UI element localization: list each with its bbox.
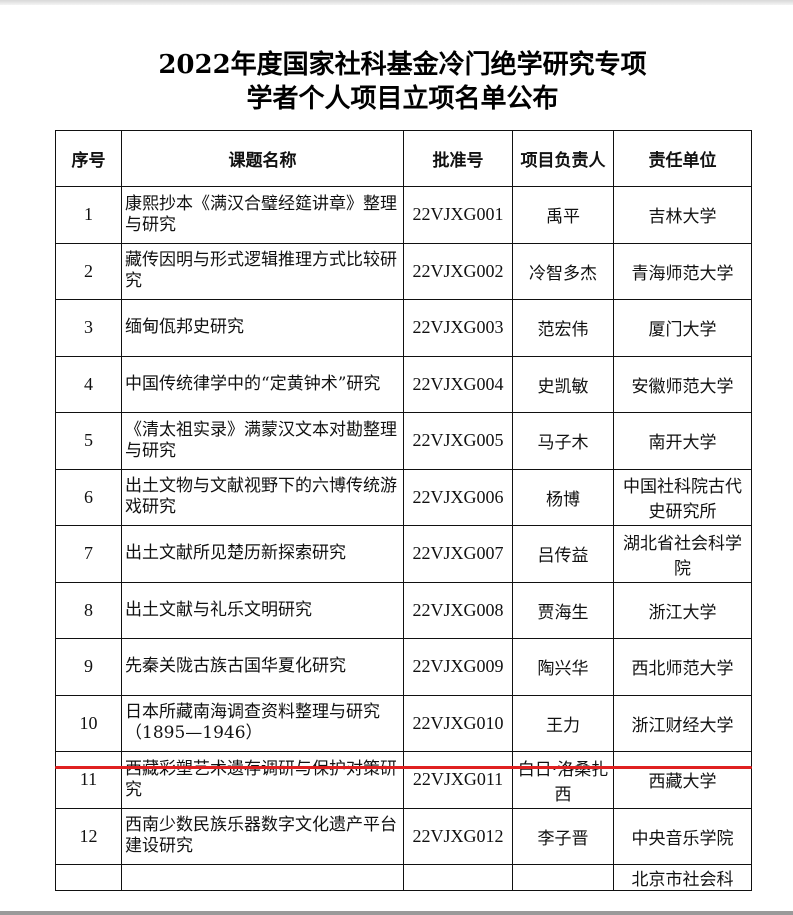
cell-title: 西南少数民族乐器数字文化遗产平台建设研究 <box>121 807 404 865</box>
header-title: 课题名称 <box>121 130 404 187</box>
cell-unit: 浙江财经大学 <box>613 694 752 752</box>
cell-code: 22VJXG003 <box>403 299 513 357</box>
cell-no: 10 <box>55 694 122 752</box>
cell-title: 藏传因明与形式逻辑推理方式比较研究 <box>121 242 404 300</box>
cell-unit: 湖北省社会科学院 <box>613 525 752 583</box>
cell-no: 1 <box>55 186 122 244</box>
table-row: 12 西南少数民族乐器数字文化遗产平台建设研究 22VJXG012 李子晋 中央音乐学院 <box>55 807 752 865</box>
table-row-partial: 北京市社会科 <box>55 864 752 891</box>
document-title-line2: 学者个人项目立项名单公布 <box>246 84 559 114</box>
cell-unit: 北京市社会科 <box>613 864 752 891</box>
project-list-table: 序号 课题名称 批准号 项目负责人 责任单位 1 康熙抄本《满汉合璧经筵讲章》整理… <box>55 130 752 891</box>
cell-unit: 西藏大学 <box>613 751 752 809</box>
cell-leader: 杨博 <box>512 468 614 526</box>
cell-title: 出土文献所见楚历新探索研究 <box>121 525 404 583</box>
cell-leader: 陶兴华 <box>512 638 614 696</box>
document-title-line1: 2022年度国家社科基金冷门绝学研究专项 <box>158 50 647 80</box>
cell-leader: 吕传益 <box>512 525 614 583</box>
cell-code: 22VJXG008 <box>403 581 513 639</box>
cell-leader: 白日·洛桑扎西 <box>512 751 614 809</box>
cell-unit: 安徽师范大学 <box>613 355 752 413</box>
cell-code: 22VJXG002 <box>403 242 513 300</box>
header-leader: 项目负责人 <box>512 130 614 187</box>
cell-no: 11 <box>55 751 122 809</box>
cell-no: 9 <box>55 638 122 696</box>
table-row: 2 藏传因明与形式逻辑推理方式比较研究 22VJXG002 冷智多杰 青海师范大学 <box>55 242 752 300</box>
cell-leader: 马子木 <box>512 412 614 470</box>
table-header-row: 序号 课题名称 批准号 项目负责人 责任单位 <box>55 130 752 187</box>
cell-leader: 李子晋 <box>512 807 614 865</box>
table-row: 6 出土文物与文献视野下的六博传统游戏研究 22VJXG006 杨博 中国社科院古代史研… <box>55 468 752 526</box>
cell-no: 6 <box>55 468 122 526</box>
cell-title: 中国传统律学中的“定黄钟术”研究 <box>121 355 404 413</box>
cell-code: 22VJXG004 <box>403 355 513 413</box>
cell-code: 22VJXG001 <box>403 186 513 244</box>
viewer-bottom-edge <box>0 911 793 915</box>
cell-unit: 浙江大学 <box>613 581 752 639</box>
highlight-underline <box>55 766 752 769</box>
table-row: 4 中国传统律学中的“定黄钟术”研究 22VJXG004 史凯敏 安徽师范大学 <box>55 355 752 413</box>
header-unit: 责任单位 <box>613 130 752 187</box>
cell-leader: 范宏伟 <box>512 299 614 357</box>
cell-no: 7 <box>55 525 122 583</box>
table-row: 1 康熙抄本《满汉合璧经筵讲章》整理与研究 22VJXG001 禹平 吉林大学 <box>55 186 752 244</box>
table-row: 9 先秦关陇古族古国华夏化研究 22VJXG009 陶兴华 西北师范大学 <box>55 638 752 696</box>
cell-no: 2 <box>55 242 122 300</box>
cell-no: 4 <box>55 355 122 413</box>
cell-title: 《清太祖实录》满蒙汉文本对勘整理与研究 <box>121 412 404 470</box>
cell-code: 22VJXG011 <box>403 751 513 809</box>
table-row: 10 日本所藏南海调查资料整理与研究（1895—1946） 22VJXG010 王力浙… <box>55 694 752 752</box>
cell-code: 22VJXG010 <box>403 694 513 752</box>
table-row: 8 出土文献与礼乐文明研究 22VJXG008 贾海生 浙江大学 <box>55 581 752 639</box>
cell-title: 西藏彩塑艺术遗存调研与保护对策研究 <box>121 751 404 809</box>
cell-title: 出土文献与礼乐文明研究 <box>121 581 404 639</box>
cell-no: 5 <box>55 412 122 470</box>
cell-title: 缅甸佤邦史研究 <box>121 299 404 357</box>
cell-code: 22VJXG009 <box>403 638 513 696</box>
cell-leader: 王力 <box>512 694 614 752</box>
cell-code: 22VJXG012 <box>403 807 513 865</box>
header-no: 序号 <box>55 130 122 187</box>
cell-title: 出土文物与文献视野下的六博传统游戏研究 <box>121 468 404 526</box>
cell-unit: 南开大学 <box>613 412 752 470</box>
cell-title: 先秦关陇古族古国华夏化研究 <box>121 638 404 696</box>
table-row: 7 出土文献所见楚历新探索研究 22VJXG007 吕传益 湖北省社会科学院 <box>55 525 752 583</box>
cell-unit: 青海师范大学 <box>613 242 752 300</box>
cell-unit: 厦门大学 <box>613 299 752 357</box>
cell-title: 康熙抄本《满汉合璧经筵讲章》整理与研究 <box>121 186 404 244</box>
table-row: 5 《清太祖实录》满蒙汉文本对勘整理与研究 22VJXG005 马子木 南开大学 <box>55 412 752 470</box>
cell-code: 22VJXG005 <box>403 412 513 470</box>
cell-unit: 西北师范大学 <box>613 638 752 696</box>
cell-unit: 中央音乐学院 <box>613 807 752 865</box>
cell-no: 8 <box>55 581 122 639</box>
cell-code: 22VJXG007 <box>403 525 513 583</box>
cell-leader: 贾海生 <box>512 581 614 639</box>
cell-unit: 吉林大学 <box>613 186 752 244</box>
cell-title: 日本所藏南海调查资料整理与研究（1895—1946） <box>121 694 404 752</box>
viewer-top-edge <box>0 0 793 5</box>
cell-leader: 禹平 <box>512 186 614 244</box>
cell-leader: 冷智多杰 <box>512 242 614 300</box>
cell-no: 12 <box>55 807 122 865</box>
table-row: 3 缅甸佤邦史研究 22VJXG003 范宏伟 厦门大学 <box>55 299 752 357</box>
cell-code: 22VJXG006 <box>403 468 513 526</box>
cell-no: 3 <box>55 299 122 357</box>
cell-unit: 中国社科院古代史研究所 <box>613 468 752 526</box>
cell-leader: 史凯敏 <box>512 355 614 413</box>
header-code: 批准号 <box>403 130 513 187</box>
